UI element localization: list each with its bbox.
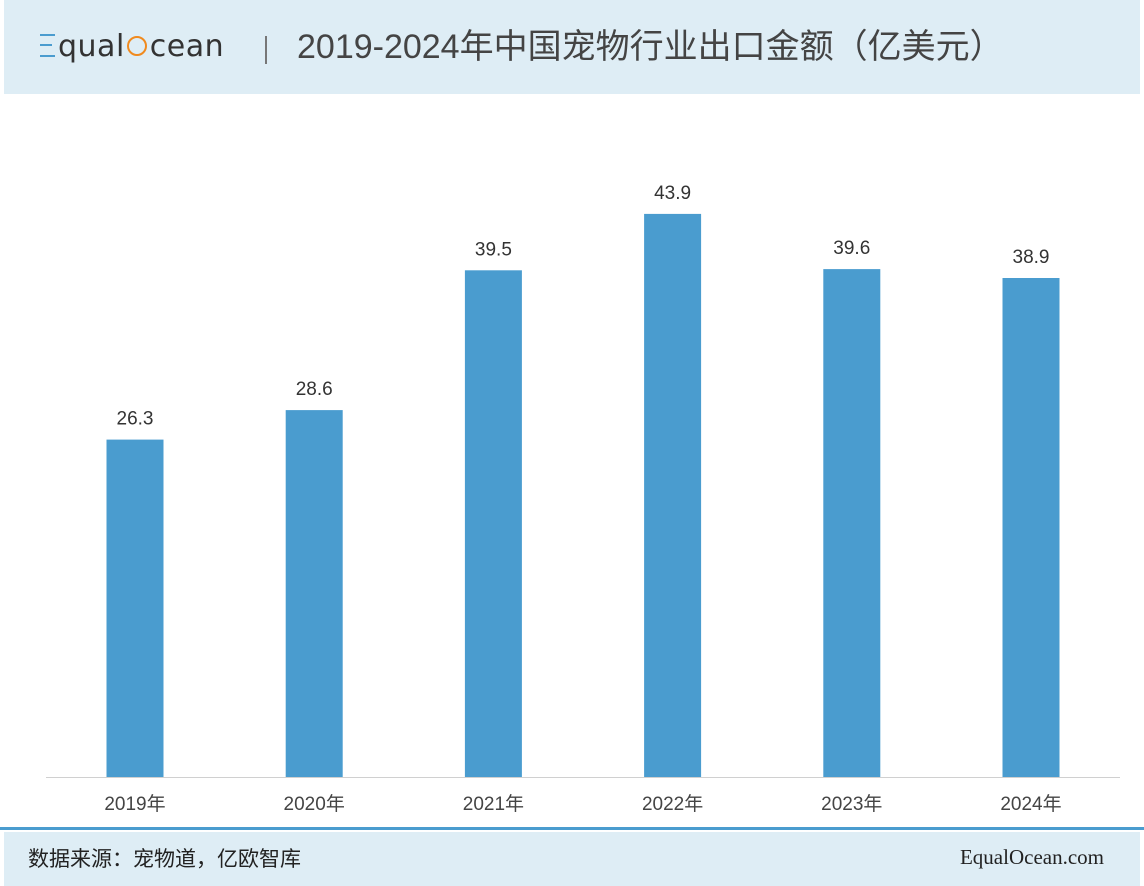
data-label-0: 26.3 (117, 409, 154, 430)
bar-2 (464, 270, 522, 777)
data-label-1: 28.6 (296, 379, 333, 400)
data-source: 数据来源：宠物道，亿欧智库 (28, 848, 301, 871)
bar-4 (823, 269, 881, 777)
footer-rule (0, 827, 1144, 830)
x-tick-label-0: 2019年 (104, 793, 165, 815)
x-tick-label-2: 2021年 (463, 793, 524, 815)
logo-o-ring-icon (126, 36, 147, 56)
logo-e-mark-icon (40, 34, 57, 58)
data-label-5: 38.9 (1013, 247, 1050, 268)
data-label-4: 39.6 (833, 238, 870, 259)
x-tick-label-4: 2023年 (821, 793, 882, 815)
footer-band: 数据来源：宠物道，亿欧智库 EqualOcean.com (4, 832, 1140, 886)
header-band: qual cean 2019-2024年中国宠物行业出口金额（亿美元） (4, 0, 1140, 94)
bar-3 (644, 213, 702, 777)
equalocean-logo: qual cean (40, 26, 224, 66)
x-tick-label-1: 2020年 (284, 793, 345, 815)
bar-1 (285, 410, 343, 777)
logo-text-cean: cean (149, 28, 225, 64)
x-tick-label-3: 2022年 (642, 793, 703, 815)
site-credit: EqualOcean.com (959, 845, 1104, 869)
bar-chart: 26.3 2019年 28.6 2020年 39.5 2021年 43.9 2022年 39.6… (46, 183, 1120, 815)
bar-5 (1002, 278, 1060, 777)
header-divider (265, 36, 267, 64)
x-tick-label-5: 2024年 (1000, 793, 1061, 815)
data-label-2: 39.5 (475, 239, 512, 260)
chart-title: 2019-2024年中国宠物行业出口金额（亿美元） (297, 28, 1004, 66)
logo-text-qual: qual (58, 28, 125, 64)
bar-0 (106, 439, 164, 777)
data-label-3: 43.9 (654, 183, 691, 204)
